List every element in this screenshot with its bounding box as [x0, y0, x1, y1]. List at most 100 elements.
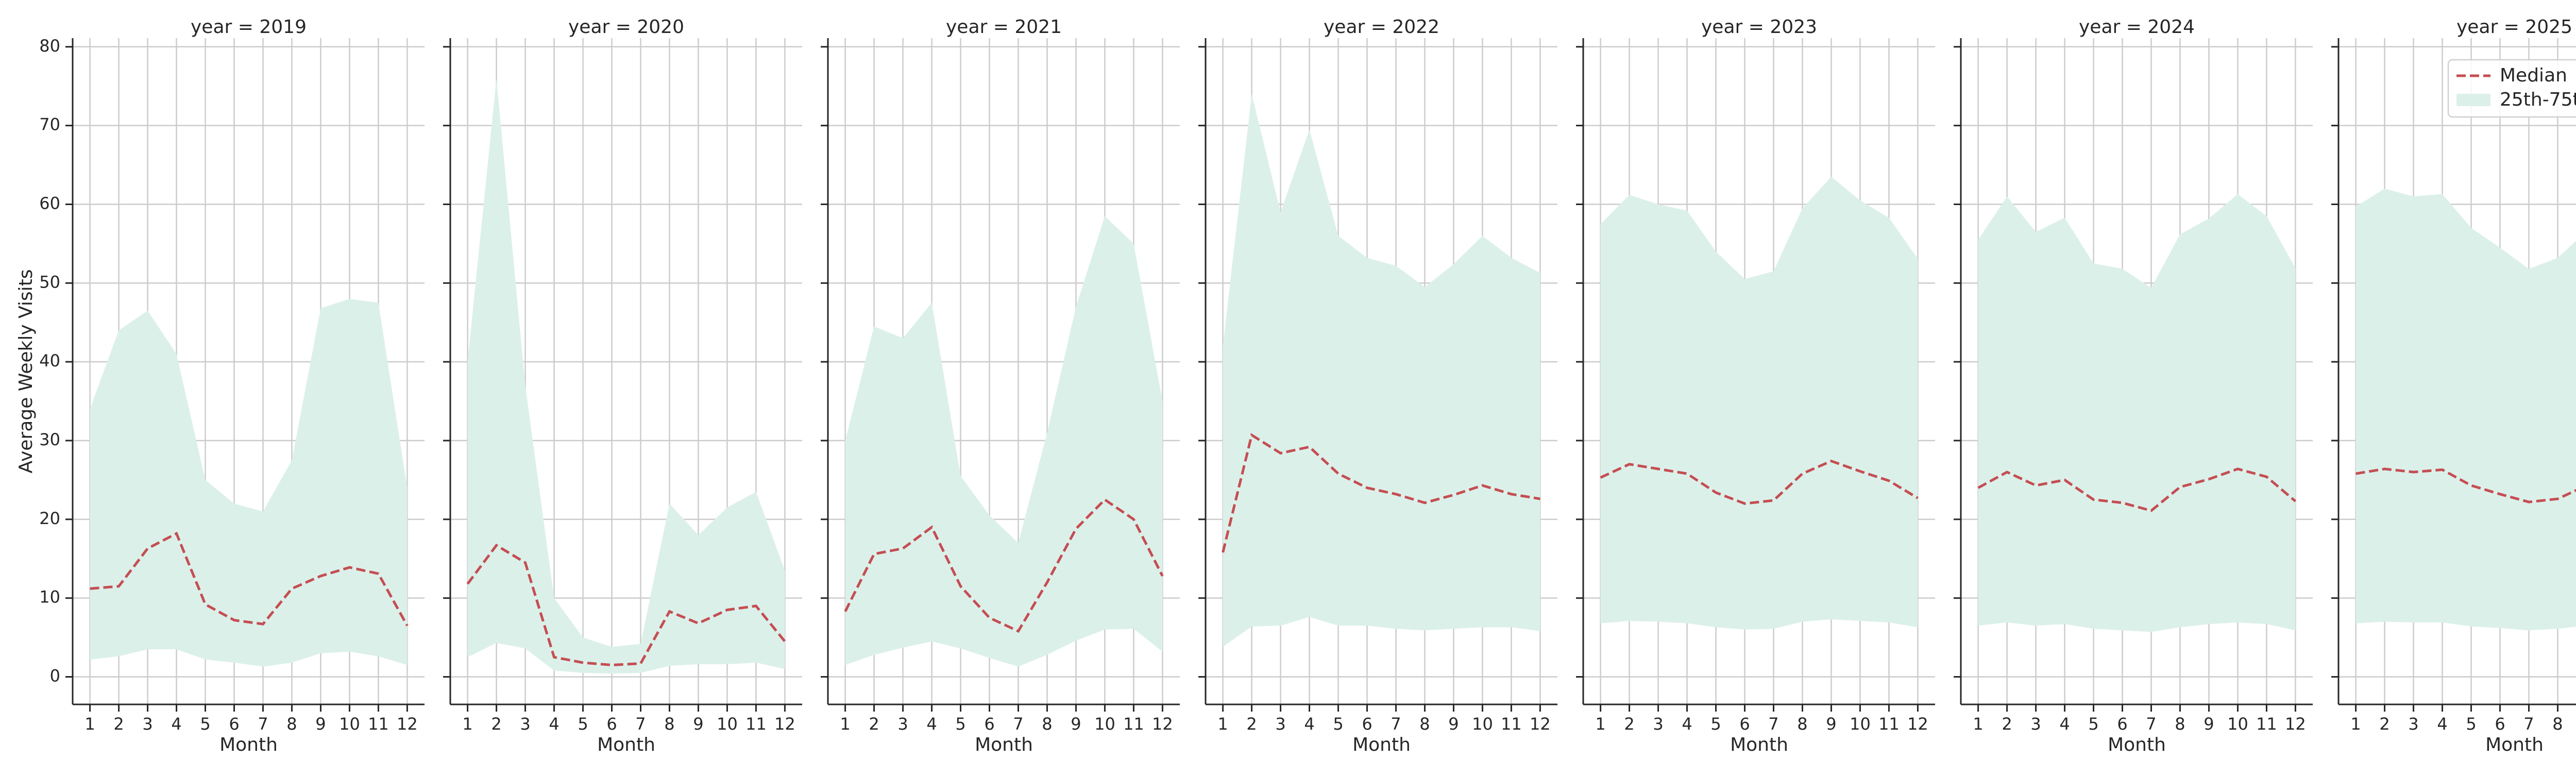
x-tick-label: 12 — [1907, 714, 1928, 734]
x-tick-label: 11 — [1878, 714, 1900, 734]
panel-title: year = 2024 — [2079, 16, 2195, 38]
x-tick-label: 2 — [491, 714, 501, 734]
panel-title: year = 2025 — [2456, 16, 2572, 38]
y-tick-label: 60 — [39, 193, 60, 213]
x-tick-label: 3 — [897, 714, 908, 734]
median-line — [1222, 433, 1540, 553]
x-tick-label: 10 — [1094, 714, 1115, 734]
x-tick-label: 6 — [1739, 714, 1750, 734]
legend-label: Median — [2500, 65, 2567, 86]
y-tick-label: 40 — [39, 351, 60, 370]
x-axis-label: Month — [975, 734, 1033, 755]
panel-title: year = 2019 — [191, 16, 307, 38]
x-tick-label: 6 — [229, 714, 239, 734]
x-tick-label: 2 — [2002, 714, 2012, 734]
x-tick-label: 7 — [1391, 714, 1401, 734]
x-tick-label: 8 — [1042, 714, 1052, 734]
x-tick-label: 7 — [258, 714, 268, 734]
x-axis-label: Month — [1352, 734, 1411, 755]
percentile-band — [1223, 94, 1540, 647]
x-tick-label: 5 — [2088, 714, 2098, 734]
x-tick-label: 8 — [2552, 714, 2563, 734]
x-tick-label: 10 — [717, 714, 738, 734]
x-tick-label: 6 — [606, 714, 617, 734]
legend-swatch — [2456, 94, 2490, 106]
x-tick-label: 4 — [549, 714, 559, 734]
x-tick-label: 11 — [745, 714, 767, 734]
x-axis-label: Month — [2108, 734, 2166, 755]
x-tick-label: 11 — [368, 714, 389, 734]
percentile-band — [1600, 176, 1918, 630]
x-tick-label: 11 — [1501, 714, 1522, 734]
x-tick-label: 2 — [869, 714, 879, 734]
x-tick-label: 3 — [2030, 714, 2041, 734]
x-tick-label: 3 — [1275, 714, 1285, 734]
x-tick-label: 6 — [2495, 714, 2505, 734]
x-tick-label: 12 — [397, 714, 418, 734]
y-tick-label: 70 — [39, 115, 60, 134]
x-tick-label: 5 — [578, 714, 588, 734]
x-tick-label: 6 — [984, 714, 994, 734]
x-tick-label: 5 — [1710, 714, 1721, 734]
y-tick-label: 10 — [39, 587, 60, 607]
x-tick-label: 1 — [2350, 714, 2361, 734]
median-line — [90, 531, 409, 627]
y-tick-label: 0 — [50, 666, 60, 686]
panel-title: year = 2023 — [1701, 16, 1817, 38]
x-tick-label: 2 — [1624, 714, 1634, 734]
x-tick-label: 8 — [2175, 714, 2185, 734]
percentile-band — [2355, 188, 2576, 631]
panel-title: year = 2020 — [568, 16, 684, 38]
x-tick-label: 5 — [200, 714, 210, 734]
x-tick-label: 3 — [1653, 714, 1663, 734]
x-tick-label: 11 — [1123, 714, 1144, 734]
x-axis-label: Month — [1730, 734, 1788, 755]
x-tick-label: 4 — [926, 714, 937, 734]
x-tick-label: 7 — [635, 714, 646, 734]
x-tick-label: 12 — [2285, 714, 2306, 734]
x-tick-label: 7 — [2146, 714, 2156, 734]
x-tick-label: 2 — [2379, 714, 2389, 734]
x-tick-label: 2 — [1246, 714, 1257, 734]
x-tick-label: 10 — [1472, 714, 1493, 734]
x-tick-label: 7 — [1013, 714, 1023, 734]
x-tick-label: 2 — [113, 714, 124, 734]
x-axis-label: Month — [2485, 734, 2544, 755]
x-tick-label: 9 — [315, 714, 326, 734]
x-tick-label: 11 — [2256, 714, 2277, 734]
percentile-band — [1978, 194, 2296, 632]
x-tick-label: 9 — [693, 714, 703, 734]
x-tick-label: 5 — [955, 714, 965, 734]
x-tick-label: 4 — [1304, 714, 1314, 734]
x-tick-label: 4 — [2059, 714, 2070, 734]
x-axis-label: Month — [597, 734, 655, 755]
x-tick-label: 1 — [1217, 714, 1228, 734]
x-tick-label: 3 — [2408, 714, 2418, 734]
x-tick-label: 7 — [1768, 714, 1778, 734]
x-tick-label: 8 — [286, 714, 297, 734]
legend-label: 25th-75th Percentile — [2500, 89, 2576, 110]
x-tick-label: 10 — [339, 714, 360, 734]
x-tick-label: 8 — [1797, 714, 1807, 734]
percentile-band — [90, 298, 408, 667]
x-tick-label: 1 — [462, 714, 472, 734]
x-tick-label: 9 — [2204, 714, 2214, 734]
panel-title: year = 2021 — [946, 16, 1062, 38]
percentile-band — [467, 78, 785, 674]
y-tick-label: 20 — [39, 509, 60, 528]
x-tick-label: 8 — [664, 714, 674, 734]
y-axis-label: Average Weekly Visits — [15, 269, 37, 473]
x-tick-label: 4 — [171, 714, 181, 734]
x-tick-label: 12 — [774, 714, 795, 734]
y-tick-label: 30 — [39, 430, 60, 449]
x-tick-label: 9 — [1826, 714, 1836, 734]
